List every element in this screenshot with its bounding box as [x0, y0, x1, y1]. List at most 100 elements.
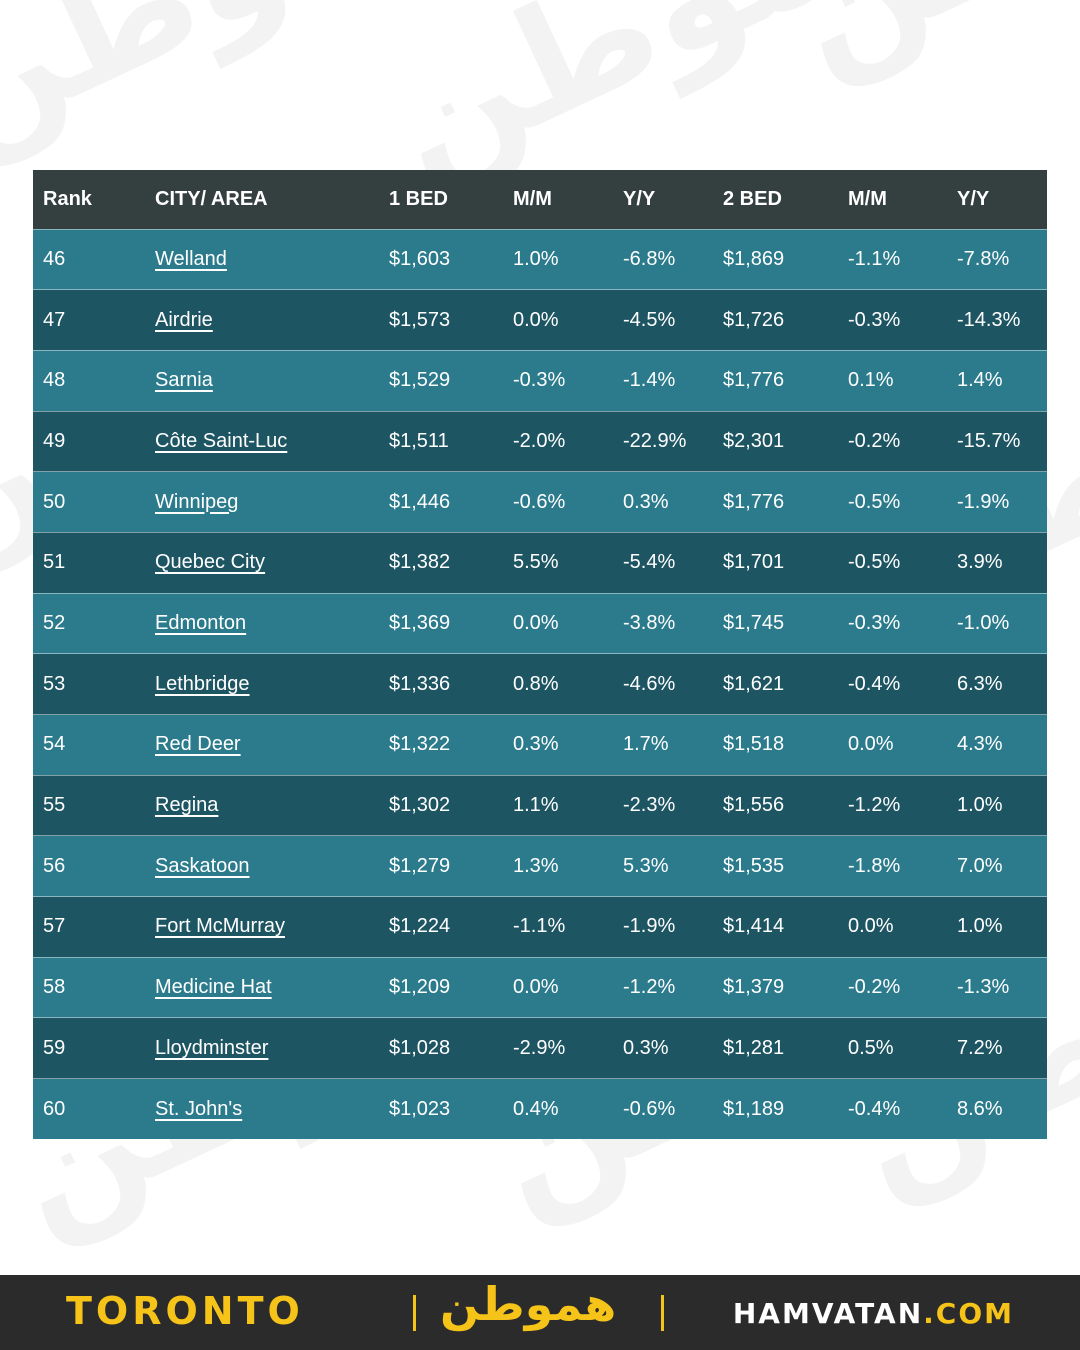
cell-one-bed-mm: 1.1% — [503, 774, 613, 836]
header-2-bed-yy: Y/Y — [957, 187, 990, 210]
table-row: 58 Medicine Hat $1,209 0.0% -1.2% $1,379 -0.2%… — [33, 956, 1047, 1018]
cell-city[interactable]: Lethbridge — [145, 653, 379, 715]
cell-one-bed-yy: -0.6% — [613, 1078, 713, 1140]
cell-city[interactable]: Côte Saint-Luc — [145, 410, 379, 472]
cell-one-bed-mm: 1.3% — [503, 835, 613, 897]
cell-one-bed-rent: $1,224 — [379, 896, 503, 958]
cell-city[interactable]: Fort McMurray — [145, 896, 379, 958]
table-row: 54 Red Deer $1,322 0.3% 1.7% $1,518 0.0% 4.3% — [33, 714, 1047, 776]
cell-one-bed-yy: 0.3% — [613, 471, 713, 533]
cell-one-bed-mm: -0.3% — [503, 349, 613, 412]
cell-one-bed-mm: -0.6% — [503, 471, 613, 533]
footer-city-label: TORONTO — [66, 1289, 304, 1333]
cell-two-bed-mm: -1.2% — [838, 774, 947, 836]
cell-city[interactable]: Medicine Hat — [145, 956, 379, 1018]
cell-two-bed-rent: $1,701 — [713, 531, 838, 594]
cell-rank: 47 — [33, 289, 145, 351]
cell-two-bed-yy: -1.3% — [947, 956, 1047, 1018]
table-row: 53 Lethbridge $1,336 0.8% -4.6% $1,621 -0.4% 6.… — [33, 653, 1047, 715]
cell-rank: 51 — [33, 531, 145, 594]
cell-one-bed-mm: 1.0% — [503, 228, 613, 290]
table-row: 46 Welland $1,603 1.0% -6.8% $1,869 -1.1% -7.8% — [33, 228, 1047, 290]
cell-two-bed-yy: 1.0% — [947, 774, 1047, 836]
cell-two-bed-yy: 3.9% — [947, 531, 1047, 594]
cell-one-bed-rent: $1,446 — [379, 471, 503, 533]
cell-two-bed-yy: 7.2% — [947, 1017, 1047, 1079]
table-row: 57 Fort McMurray $1,224 -1.1% -1.9% $1,414 0.0… — [33, 896, 1047, 958]
cell-two-bed-mm: -0.2% — [838, 956, 947, 1018]
cell-two-bed-yy: -14.3% — [947, 289, 1047, 351]
header-city-area: CITY/ AREA — [155, 187, 268, 210]
cell-one-bed-mm: 0.0% — [503, 289, 613, 351]
cell-two-bed-rent: $1,281 — [713, 1017, 838, 1079]
cell-two-bed-rent: $2,301 — [713, 410, 838, 472]
cell-city[interactable]: Edmonton — [145, 592, 379, 654]
header-1-bed: 1 BED — [389, 187, 448, 210]
cell-city[interactable]: Sarnia — [145, 349, 379, 412]
table-row: 51 Quebec City $1,382 5.5% -5.4% $1,701 -0.5% 3… — [33, 531, 1047, 594]
cell-one-bed-mm: 0.8% — [503, 653, 613, 715]
cell-one-bed-mm: 0.4% — [503, 1078, 613, 1140]
table-row: 56 Saskatoon $1,279 1.3% 5.3% $1,535 -1.8% 7.0% — [33, 835, 1047, 897]
cell-two-bed-mm: -0.5% — [838, 471, 947, 533]
cell-two-bed-rent: $1,379 — [713, 956, 838, 1018]
cell-two-bed-yy: 4.3% — [947, 714, 1047, 776]
table-row: 47 Airdrie $1,573 0.0% -4.5% $1,726 -0.3% -14.3… — [33, 289, 1047, 351]
cell-city[interactable]: Quebec City — [145, 531, 379, 594]
cell-two-bed-mm: -0.3% — [838, 592, 947, 654]
table-row: 59 Lloydminster $1,028 -2.9% 0.3% $1,281 0.5% 7… — [33, 1017, 1047, 1079]
cell-one-bed-yy: -22.9% — [613, 410, 713, 472]
cell-city[interactable]: St. John's — [145, 1078, 379, 1140]
cell-city[interactable]: Red Deer — [145, 714, 379, 776]
cell-rank: 56 — [33, 835, 145, 897]
cell-two-bed-rent: $1,414 — [713, 896, 838, 958]
cell-city[interactable]: Welland — [145, 228, 379, 290]
table-row: 60 St. John's $1,023 0.4% -0.6% $1,189 -0.4% 8.… — [33, 1078, 1047, 1140]
cell-one-bed-mm: -2.0% — [503, 410, 613, 472]
cell-rank: 53 — [33, 653, 145, 715]
cell-one-bed-yy: -4.5% — [613, 289, 713, 351]
cell-two-bed-mm: -0.4% — [838, 653, 947, 715]
cell-two-bed-rent: $1,776 — [713, 471, 838, 533]
cell-city[interactable]: Saskatoon — [145, 835, 379, 897]
cell-city[interactable]: Lloydminster — [145, 1017, 379, 1079]
cell-two-bed-mm: -0.3% — [838, 289, 947, 351]
cell-one-bed-mm: -2.9% — [503, 1017, 613, 1079]
cell-rank: 60 — [33, 1078, 145, 1140]
cell-two-bed-rent: $1,535 — [713, 835, 838, 897]
cell-one-bed-mm: 0.3% — [503, 714, 613, 776]
cell-one-bed-yy: -1.9% — [613, 896, 713, 958]
header-1-bed-mm: M/M — [513, 187, 552, 210]
cell-two-bed-mm: -1.8% — [838, 835, 947, 897]
cell-one-bed-rent: $1,209 — [379, 956, 503, 1018]
cell-rank: 59 — [33, 1017, 145, 1079]
cell-two-bed-mm: 0.0% — [838, 714, 947, 776]
cell-one-bed-rent: $1,369 — [379, 592, 503, 654]
cell-two-bed-yy: 1.4% — [947, 349, 1047, 412]
cell-rank: 46 — [33, 228, 145, 290]
cell-city[interactable]: Winnipeg — [145, 471, 379, 533]
cell-two-bed-yy: -1.0% — [947, 592, 1047, 654]
cell-two-bed-yy: 6.3% — [947, 653, 1047, 715]
table-row: 52 Edmonton $1,369 0.0% -3.8% $1,745 -0.3% -1.0… — [33, 592, 1047, 654]
cell-rank: 57 — [33, 896, 145, 958]
cell-one-bed-mm: 0.0% — [503, 956, 613, 1018]
cell-one-bed-yy: -5.4% — [613, 531, 713, 594]
header-2-bed-mm: M/M — [848, 187, 887, 210]
cell-one-bed-rent: $1,028 — [379, 1017, 503, 1079]
footer-divider-left — [413, 1295, 416, 1331]
cell-one-bed-rent: $1,573 — [379, 289, 503, 351]
cell-one-bed-yy: 1.7% — [613, 714, 713, 776]
cell-rank: 52 — [33, 592, 145, 654]
cell-one-bed-mm: -1.1% — [503, 896, 613, 958]
cell-one-bed-rent: $1,279 — [379, 835, 503, 897]
cell-city[interactable]: Airdrie — [145, 289, 379, 351]
cell-one-bed-yy: -1.4% — [613, 349, 713, 412]
cell-two-bed-yy: -1.9% — [947, 471, 1047, 533]
footer-website[interactable]: HAMVATAN.COM — [733, 1297, 1014, 1330]
cell-one-bed-rent: $1,511 — [379, 410, 503, 472]
cell-one-bed-yy: 5.3% — [613, 835, 713, 897]
footer-divider-right — [661, 1295, 664, 1331]
header-1-bed-yy: Y/Y — [623, 187, 656, 210]
cell-city[interactable]: Regina — [145, 774, 379, 836]
